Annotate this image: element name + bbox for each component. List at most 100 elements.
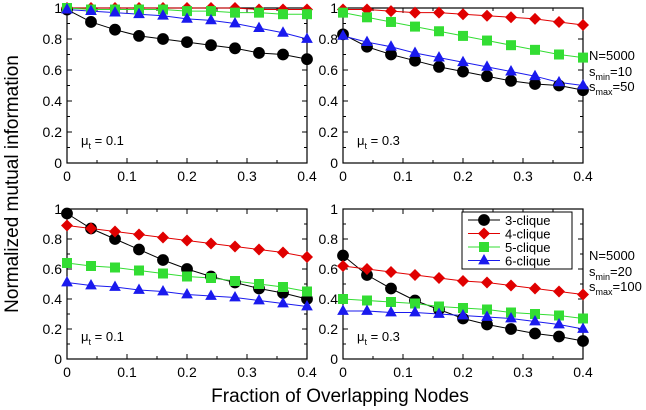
- point-6-clique: [457, 309, 469, 320]
- point-5-clique: [338, 294, 348, 304]
- x-tick-label: 0.1: [393, 168, 413, 184]
- point-5-clique: [458, 30, 468, 41]
- y-tick-label: 0.2: [43, 321, 63, 337]
- point-5-clique: [278, 282, 288, 292]
- point-4-clique: [577, 288, 589, 301]
- point-3-clique: [529, 327, 541, 340]
- point-6-clique: [85, 4, 97, 15]
- x-tick-label: 0.3: [513, 364, 533, 380]
- point-3-clique: [505, 323, 517, 335]
- y-tick-label: 0: [330, 155, 338, 171]
- point-4-clique: [205, 237, 217, 250]
- annotation-top-smin-value: 10: [618, 64, 632, 79]
- point-5-clique: [278, 9, 288, 20]
- y-tick-label: 0.4: [319, 291, 339, 307]
- point-5-clique: [86, 261, 96, 271]
- point-6-clique: [409, 306, 421, 317]
- x-tick-label: 0: [339, 364, 347, 380]
- annotation-bottom-smin: smin=20: [589, 264, 632, 282]
- point-5-clique: [554, 49, 564, 60]
- mu-value: 0.3: [382, 133, 400, 148]
- legend-label: 5-clique: [505, 240, 551, 255]
- point-3-clique: [337, 249, 349, 262]
- y-tick-label: 0.6: [43, 261, 63, 277]
- point-4-clique: [577, 19, 589, 32]
- x-tick-label: 0.2: [177, 168, 197, 184]
- y-tick-label: 0.2: [43, 124, 63, 140]
- point-5-clique: [230, 7, 240, 18]
- point-4-clique: [529, 282, 541, 295]
- point-5-clique: [386, 16, 396, 27]
- point-3-clique: [577, 335, 589, 347]
- point-4-clique: [133, 228, 145, 241]
- legend-item-3-clique: 3-clique: [468, 213, 551, 228]
- legend-item-6-clique: 6-clique: [468, 254, 551, 269]
- point-5-clique: [434, 301, 444, 312]
- point-6-clique: [361, 304, 373, 315]
- point-3-clique: [277, 48, 289, 61]
- point-4-clique: [457, 8, 469, 21]
- point-4-clique: [385, 266, 397, 278]
- point-4-clique: [553, 15, 565, 28]
- point-5-clique: [434, 26, 444, 37]
- point-6-clique: [433, 51, 445, 62]
- legend-label: 4-clique: [505, 227, 551, 242]
- point-3-clique: [505, 74, 517, 87]
- point-5-clique: [62, 258, 72, 268]
- point-6-clique: [157, 285, 169, 296]
- point-5-clique: [110, 262, 120, 273]
- point-4-clique: [277, 246, 289, 259]
- x-tick-label: 0.3: [237, 364, 257, 380]
- point-4-clique: [409, 6, 421, 19]
- point-4-clique: [433, 272, 445, 284]
- y-tick-label: 0: [54, 155, 62, 171]
- point-6-clique: [85, 279, 97, 290]
- point-5-clique: [458, 303, 468, 313]
- point-5-clique: [338, 7, 348, 18]
- point-5-clique: [158, 268, 168, 279]
- point-5-clique: [362, 295, 372, 306]
- point-5-clique: [182, 6, 192, 17]
- point-6-clique: [277, 26, 289, 37]
- legend-marker: [479, 242, 489, 252]
- panel-2: 0 0.2 0.4 0.6 0.8 1 0 0.1 0.2 0.3 0.4 μt = 0.3: [319, 0, 593, 184]
- point-5-clique: [134, 265, 144, 276]
- point-4-clique: [229, 240, 241, 253]
- annotation-bottom-smax-value: 100: [620, 279, 642, 294]
- point-5-clique: [182, 271, 192, 282]
- legend-item-4-clique: 4-clique: [468, 227, 551, 242]
- point-5-clique: [362, 12, 372, 23]
- legend-marker: [478, 227, 490, 240]
- legend-label: 3-clique: [505, 213, 551, 228]
- y-tick-label: 0.4: [43, 93, 63, 109]
- point-6-clique: [301, 32, 313, 43]
- point-6-clique: [577, 322, 589, 333]
- point-6-clique: [481, 310, 493, 321]
- point-4-clique: [385, 5, 397, 18]
- x-tick-label: 0.1: [393, 364, 413, 380]
- point-5-clique: [482, 35, 492, 46]
- point-3-clique: [133, 243, 145, 256]
- point-4-clique: [433, 6, 445, 19]
- point-5-clique: [554, 310, 564, 321]
- y-tick-label: 0.8: [43, 231, 63, 247]
- point-5-clique: [302, 286, 312, 297]
- point-5-clique: [254, 7, 264, 18]
- x-tick-label: 0.2: [453, 168, 473, 184]
- point-3-clique: [229, 42, 241, 55]
- point-4-clique: [529, 12, 541, 25]
- point-3-clique: [481, 70, 493, 83]
- point-6-clique: [385, 306, 397, 317]
- point-3-clique: [157, 33, 169, 45]
- point-4-clique: [85, 222, 97, 235]
- mu-label: μt = 0.3: [357, 329, 400, 347]
- point-3-clique: [85, 16, 97, 28]
- point-3-clique: [157, 254, 169, 266]
- point-4-clique: [157, 231, 169, 244]
- point-4-clique: [481, 9, 493, 22]
- legend-item-5-clique: 5-clique: [468, 240, 551, 255]
- point-3-clique: [457, 65, 469, 78]
- point-6-clique: [529, 315, 541, 326]
- annotation-top-smax-value: 50: [620, 79, 634, 94]
